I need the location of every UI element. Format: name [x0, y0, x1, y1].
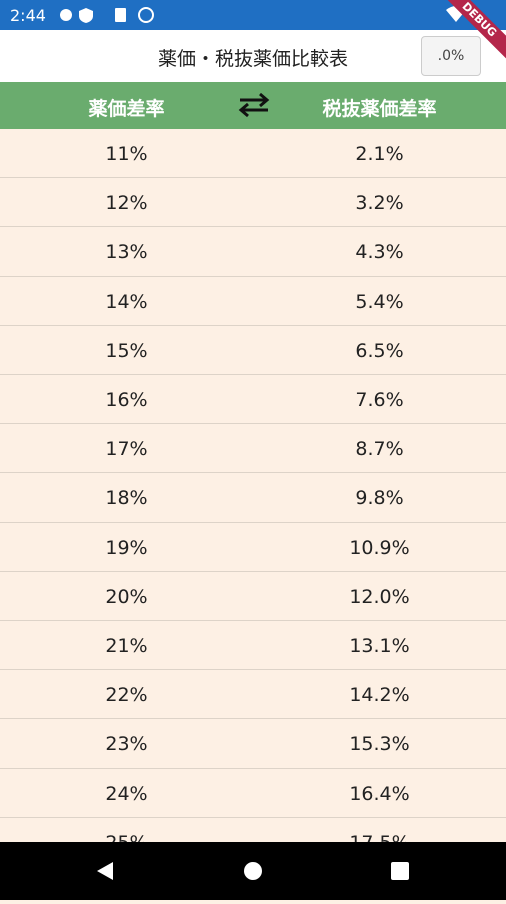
app-bar: 薬価・税抜薬価比較表 .0% [0, 30, 506, 82]
table-cell: 16% [105, 389, 148, 411]
table-cell: 21% [105, 635, 148, 657]
table-row: 25%17.5% [0, 818, 506, 842]
app-title: 薬価・税抜薬価比較表 [157, 48, 348, 70]
table-row: 13% 4.3% [0, 227, 506, 277]
decimal-button[interactable]: .0% [421, 36, 481, 76]
table-cell: 12% [105, 192, 148, 215]
table-cell: 24% [105, 782, 148, 805]
table-cell: 23% [105, 733, 148, 756]
table-row: 17% 8.7% [0, 424, 506, 474]
table-row: 12% 3.2% [0, 178, 506, 228]
table-cell: 17.5% [253, 832, 506, 842]
table-cell: 7.6% [355, 389, 404, 411]
table-cell: 6.5% [355, 339, 404, 362]
table-body: 11% 2.1% 12% 3.2% 13% 4.3% 14% 5.4% 15% 6.5% 16% 7.… [0, 129, 506, 842]
header-cell: 薬価差率 [88, 98, 165, 120]
table-row: 24% 16.4% [0, 769, 506, 818]
table-cell: 4.3% [355, 241, 404, 264]
recents-button[interactable] [391, 862, 409, 880]
table-cell: 13% [105, 241, 148, 264]
table-cell: 8.7% [355, 438, 404, 461]
table-cell: 15.3% [349, 733, 410, 756]
home-button[interactable] [244, 862, 262, 880]
table-cell: 22% [105, 684, 148, 707]
back-button[interactable] [97, 862, 113, 880]
table-cell: 17% [105, 438, 148, 461]
table-cell: 14% [105, 290, 148, 313]
table-cell: 20% [105, 585, 148, 608]
table-row: 18% 9.8% [0, 473, 506, 523]
table-cell: 5.4% [355, 290, 404, 313]
nav-icons [97, 862, 409, 880]
table-row: 11% 2.1% [0, 129, 506, 179]
table-row: 15% 6.5% [0, 326, 506, 375]
table-row: 20% 12.0% [0, 572, 506, 621]
header-cell: 税抜薬価差率 [322, 98, 437, 120]
banner-clip: DEBUG [426, 0, 506, 80]
table-cell: 3.2% [355, 192, 404, 215]
table-cell: 11% [105, 143, 148, 165]
table-row: 14% 5.4% [0, 277, 506, 326]
table-row: 23% 15.3% [0, 719, 506, 769]
nav-bar [0, 842, 506, 900]
table-row: 19% 10.9% [0, 523, 506, 572]
table-cell: 12.0% [349, 585, 410, 608]
table-row: 22% 14.2% [0, 670, 506, 720]
table-cell: 19% [105, 536, 148, 559]
table-cell: 14.2% [349, 684, 410, 707]
table-cell: 15% [105, 339, 148, 362]
table-cell: 13.1% [349, 635, 410, 657]
table-row: 21% 13.1% [0, 621, 506, 671]
table-cell: 18% [105, 487, 148, 510]
table-cell: 9.8% [355, 487, 404, 510]
debug-banner: DEBUG [434, 0, 506, 65]
table-cell: 10.9% [349, 536, 410, 559]
table-cell: 16.4% [349, 782, 410, 805]
swap-button[interactable] [236, 90, 272, 120]
table-cell: 25% [0, 832, 253, 842]
table-header: 薬価差率 税抜薬価差率 [0, 82, 506, 129]
clock: 2:44 [10, 6, 46, 25]
table-cell: 2.1% [355, 143, 404, 165]
status-bar: 2:44 [0, 0, 506, 30]
table-row: 16% 7.6% [0, 375, 506, 425]
